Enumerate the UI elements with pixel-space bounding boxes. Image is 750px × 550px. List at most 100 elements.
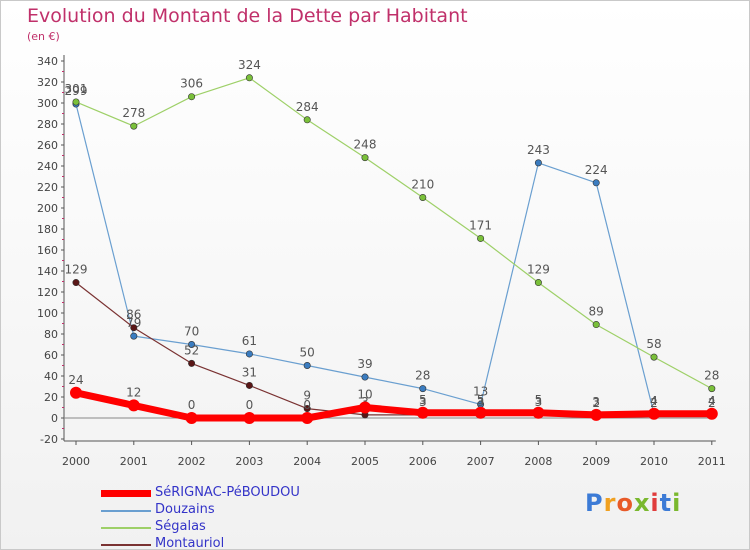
data-point bbox=[303, 361, 311, 369]
chart-title: Evolution du Montant de la Dette par Hab… bbox=[27, 5, 468, 27]
y-tick-label: 300 bbox=[37, 97, 58, 110]
data-label: 9 bbox=[303, 389, 311, 403]
data-label: 4 bbox=[650, 394, 658, 408]
series-line bbox=[75, 77, 713, 390]
x-tick-label: 2005 bbox=[351, 455, 379, 468]
data-point bbox=[648, 407, 660, 420]
legend: SéRIGNAC-PéBOUDOU Douzains Ségalas Monta… bbox=[101, 485, 361, 550]
data-point bbox=[534, 159, 542, 167]
data-point bbox=[185, 412, 198, 424]
data-label: 10 bbox=[357, 388, 372, 402]
legend-item: Montauriol bbox=[101, 536, 361, 550]
legend-item: Ségalas bbox=[101, 519, 361, 536]
y-tick-label: 240 bbox=[37, 160, 58, 173]
logo-letter: x bbox=[633, 489, 651, 517]
y-tick-label: 260 bbox=[37, 139, 58, 152]
y-tick-label: 100 bbox=[37, 307, 58, 320]
series-line bbox=[72, 389, 716, 422]
data-point bbox=[245, 74, 253, 82]
proxiti-logo: Proxiti bbox=[585, 489, 681, 517]
y-tick-label: 340 bbox=[37, 55, 58, 68]
data-point bbox=[708, 385, 716, 393]
data-label: 24 bbox=[68, 373, 83, 387]
data-point bbox=[130, 122, 138, 130]
series-line bbox=[75, 282, 713, 417]
data-label: 2 bbox=[650, 396, 658, 410]
y-tick-label: 60 bbox=[44, 349, 58, 362]
logo-letter: i bbox=[672, 489, 682, 517]
data-point bbox=[361, 154, 369, 162]
logo-letter: P bbox=[585, 489, 604, 517]
legend-swatch bbox=[101, 527, 151, 529]
data-point bbox=[245, 350, 253, 358]
data-point bbox=[303, 116, 311, 124]
data-point bbox=[416, 406, 429, 419]
logo-letter: o bbox=[616, 489, 634, 517]
data-point bbox=[419, 385, 427, 393]
data-point bbox=[590, 408, 603, 421]
x-tick-label: 2002 bbox=[178, 455, 206, 468]
x-tick-label: 2008 bbox=[524, 455, 552, 468]
data-label: 278 bbox=[122, 106, 145, 120]
x-tick-label: 2006 bbox=[409, 455, 437, 468]
data-point bbox=[592, 321, 600, 329]
y-tick-label: 320 bbox=[37, 76, 58, 89]
data-point bbox=[474, 406, 487, 419]
logo-letter: r bbox=[603, 489, 617, 517]
data-label: 3 bbox=[535, 395, 543, 409]
data-label: 39 bbox=[357, 357, 372, 371]
data-label: 28 bbox=[704, 369, 719, 383]
data-label: 5 bbox=[419, 393, 427, 407]
legend-label: Montauriol bbox=[155, 536, 225, 550]
data-label: 50 bbox=[300, 346, 315, 360]
data-point bbox=[188, 359, 196, 367]
data-label: 0 bbox=[246, 398, 254, 412]
y-tick-label: -20 bbox=[40, 433, 58, 446]
y-tick-label: 180 bbox=[37, 223, 58, 236]
data-label: 4 bbox=[708, 394, 716, 408]
data-point bbox=[72, 279, 80, 287]
data-point bbox=[592, 179, 600, 187]
data-point bbox=[532, 406, 545, 419]
data-label: 3 bbox=[592, 395, 600, 409]
y-tick-label: 0 bbox=[51, 412, 58, 425]
data-point bbox=[303, 405, 311, 413]
legend-item: SéRIGNAC-PéBOUDOU bbox=[101, 485, 361, 502]
data-label: 5 bbox=[477, 393, 485, 407]
data-label: 129 bbox=[65, 263, 88, 277]
data-label: 129 bbox=[527, 263, 550, 277]
x-tick-label: 2007 bbox=[467, 455, 495, 468]
data-label: 4 bbox=[650, 394, 658, 408]
y-tick-label: 200 bbox=[37, 202, 58, 215]
y-tick-label: 280 bbox=[37, 118, 58, 131]
data-point bbox=[130, 332, 138, 340]
data-label: 31 bbox=[242, 365, 257, 379]
y-tick-label: 160 bbox=[37, 244, 58, 257]
x-tick-label: 2001 bbox=[120, 455, 148, 468]
data-point bbox=[361, 373, 369, 381]
legend-label: Ségalas bbox=[155, 519, 206, 534]
data-label: 52 bbox=[184, 343, 199, 357]
data-label: 61 bbox=[242, 334, 257, 348]
data-label: 301 bbox=[65, 82, 88, 96]
x-tick-label: 2000 bbox=[62, 455, 90, 468]
data-label: 248 bbox=[354, 138, 377, 152]
data-label: 210 bbox=[411, 178, 434, 192]
data-label: 0 bbox=[188, 398, 196, 412]
data-label: 12 bbox=[126, 385, 141, 399]
data-point bbox=[534, 279, 542, 287]
data-point bbox=[188, 93, 196, 101]
data-point bbox=[705, 407, 718, 420]
data-point bbox=[359, 401, 371, 414]
data-label: 58 bbox=[646, 337, 661, 351]
data-label: 2 bbox=[708, 396, 716, 410]
data-point bbox=[72, 98, 80, 106]
data-label: 284 bbox=[296, 100, 319, 114]
data-point bbox=[188, 340, 196, 348]
x-tick-label: 2010 bbox=[640, 455, 668, 468]
data-point bbox=[301, 412, 314, 424]
data-point bbox=[477, 234, 485, 242]
legend-item: Douzains bbox=[101, 502, 361, 519]
data-label: 3 bbox=[419, 395, 427, 409]
